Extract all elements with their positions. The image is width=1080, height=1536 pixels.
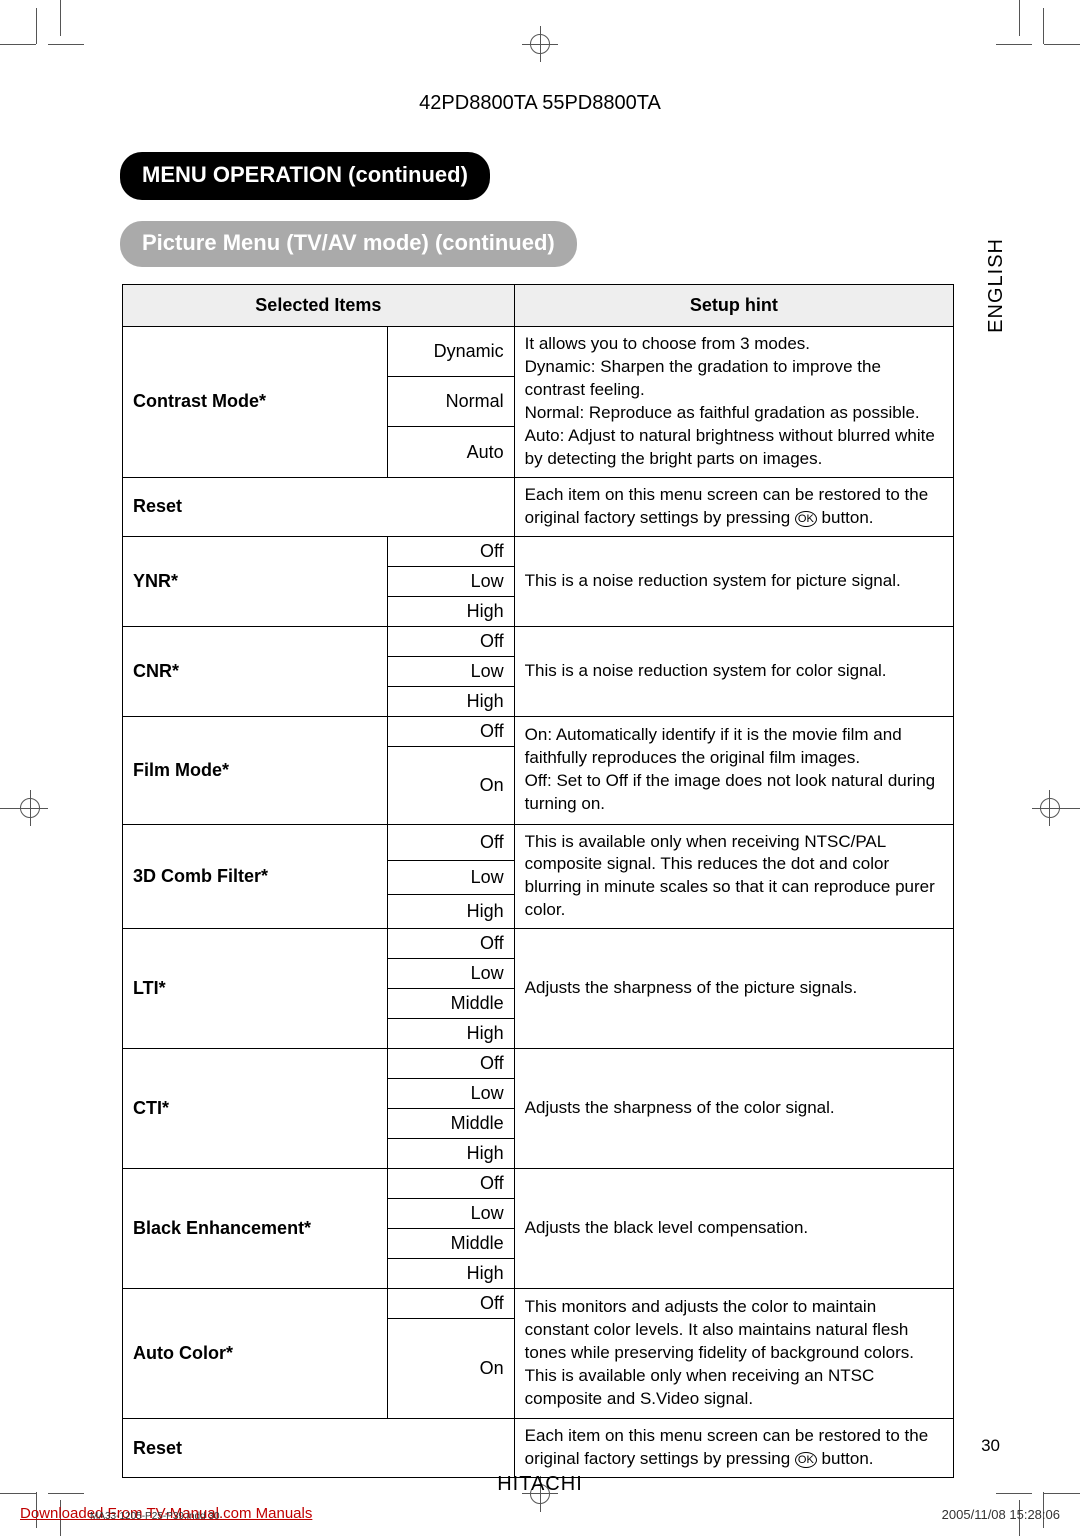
option-value: Off (387, 1169, 514, 1199)
table-row: Reset Each item on this menu screen can … (123, 477, 954, 536)
hint-text: This is a noise reduction system for pic… (514, 536, 953, 626)
footer-date: 2005/11/08 15:28:06 (942, 1507, 1060, 1522)
table-row: Reset Each item on this menu screen can … (123, 1419, 954, 1478)
option-value: Middle (387, 989, 514, 1019)
col-header-hint: Setup hint (514, 285, 953, 327)
hint-text: This monitors and adjusts the color to m… (514, 1289, 953, 1419)
hint-text: Adjusts the sharpness of the picture sig… (514, 929, 953, 1049)
option-value: High (387, 686, 514, 716)
hint-suffix: button. (817, 508, 874, 527)
option-value: Low (387, 1079, 514, 1109)
item-label: Black Enhancement* (123, 1169, 388, 1289)
option-value: Low (387, 860, 514, 894)
brand-footer: HITACHI (0, 1473, 1080, 1496)
option-value: Off (387, 1049, 514, 1079)
item-label: Contrast Mode* (123, 327, 388, 478)
model-header: 42PD8800TA 55PD8800TA (0, 92, 1080, 115)
option-value: High (387, 1019, 514, 1049)
table-row: CTI* Off Adjusts the sharpness of the co… (123, 1049, 954, 1079)
settings-table: Selected Items Setup hint Contrast Mode*… (122, 284, 954, 1478)
item-label: Auto Color* (123, 1289, 388, 1419)
option-value: High (387, 596, 514, 626)
option-value: Low (387, 656, 514, 686)
option-value: Normal (387, 377, 514, 427)
option-value: Off (387, 824, 514, 860)
option-value: Dynamic (387, 327, 514, 377)
option-value: Auto (387, 427, 514, 477)
option-value: High (387, 894, 514, 928)
option-value: On (387, 1319, 514, 1419)
item-label: 3D Comb Filter* (123, 824, 388, 929)
item-label: Reset (123, 477, 515, 536)
page-number: 30 (981, 1436, 1000, 1456)
option-value: On (387, 746, 514, 824)
hint-text: Adjusts the black level compensation. (514, 1169, 953, 1289)
hint-text: This is a noise reduction system for col… (514, 626, 953, 716)
option-value: High (387, 1259, 514, 1289)
option-value: Off (387, 929, 514, 959)
option-value: Off (387, 626, 514, 656)
item-label: Reset (123, 1419, 515, 1478)
language-tab: ENGLISH (985, 238, 1008, 333)
hint-text: Each item on this menu screen can be res… (514, 1419, 953, 1478)
item-label: YNR* (123, 536, 388, 626)
item-label: Film Mode* (123, 716, 388, 824)
option-value: Low (387, 1199, 514, 1229)
table-row: YNR* Off This is a noise reduction syste… (123, 536, 954, 566)
option-value: High (387, 1139, 514, 1169)
table-row: CNR* Off This is a noise reduction syste… (123, 626, 954, 656)
hint-text: On: Automatically identify if it is the … (514, 716, 953, 824)
option-value: Middle (387, 1229, 514, 1259)
hint-text: Each item on this menu screen can be res… (514, 477, 953, 536)
option-value: Off (387, 716, 514, 746)
hint-text: Adjusts the sharpness of the color signa… (514, 1049, 953, 1169)
table-row: LTI* Off Adjusts the sharpness of the pi… (123, 929, 954, 959)
option-value: Off (387, 536, 514, 566)
ok-icon: OK (795, 1452, 817, 1468)
option-value: Off (387, 1289, 514, 1319)
hint-text: This is available only when receiving NT… (514, 824, 953, 929)
item-label: LTI* (123, 929, 388, 1049)
subsection-title: Picture Menu (TV/AV mode) (continued) (120, 221, 577, 267)
item-label: CTI* (123, 1049, 388, 1169)
col-header-items: Selected Items (123, 285, 515, 327)
option-value: Low (387, 959, 514, 989)
table-row: Auto Color* Off This monitors and adjust… (123, 1289, 954, 1319)
option-value: Middle (387, 1109, 514, 1139)
table-row: Contrast Mode* Dynamic It allows you to … (123, 327, 954, 377)
ok-icon: OK (795, 511, 817, 527)
table-header-row: Selected Items Setup hint (123, 285, 954, 327)
item-label: CNR* (123, 626, 388, 716)
hint-suffix: button. (817, 1449, 874, 1468)
table-row: Black Enhancement* Off Adjusts the black… (123, 1169, 954, 1199)
table-row: Film Mode* Off On: Automatically identif… (123, 716, 954, 746)
footer-indd: MA33-1205-P25-P39.indd 30 (90, 1511, 220, 1522)
table-row: 3D Comb Filter* Off This is available on… (123, 824, 954, 860)
section-title: MENU OPERATION (continued) (120, 152, 490, 200)
hint-text: It allows you to choose from 3 modes.Dyn… (514, 327, 953, 478)
option-value: Low (387, 566, 514, 596)
